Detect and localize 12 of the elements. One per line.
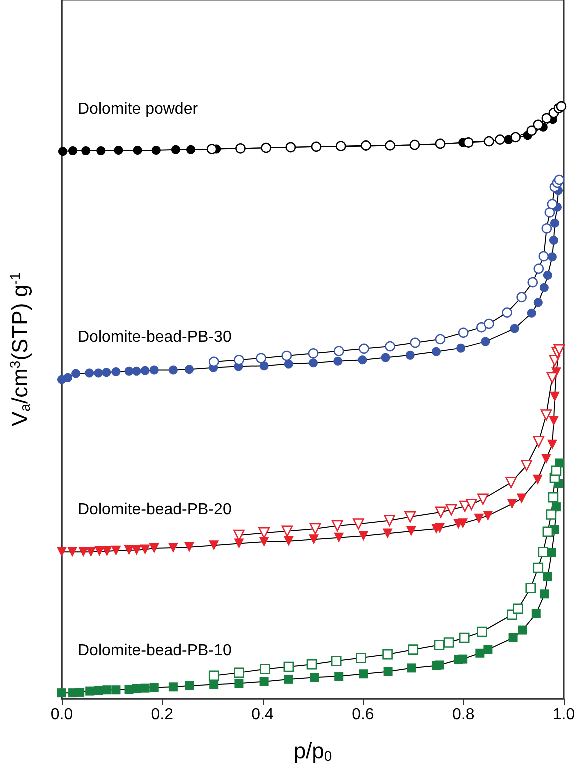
series-label: Dolomite-bead-PB-30: [78, 329, 232, 346]
x-tick-label: 0.2: [151, 706, 174, 724]
x-tick-label: 0.4: [252, 706, 274, 724]
x-tick-label: 0.0: [50, 706, 74, 724]
x-tick-label: 0.8: [452, 706, 475, 724]
x-tick-label: 1.0: [552, 706, 576, 724]
y-axis-title: Va/cm3(STP) g-1: [7, 272, 33, 426]
series-label: Dolomite-bead-PB-10: [78, 642, 232, 660]
series-label: Dolomite-bead-PB-20: [78, 502, 232, 519]
x-tick-label: 0.6: [352, 706, 374, 724]
x-axis-title: p/p0: [294, 738, 332, 764]
series-label: Dolomite powder: [78, 101, 199, 118]
